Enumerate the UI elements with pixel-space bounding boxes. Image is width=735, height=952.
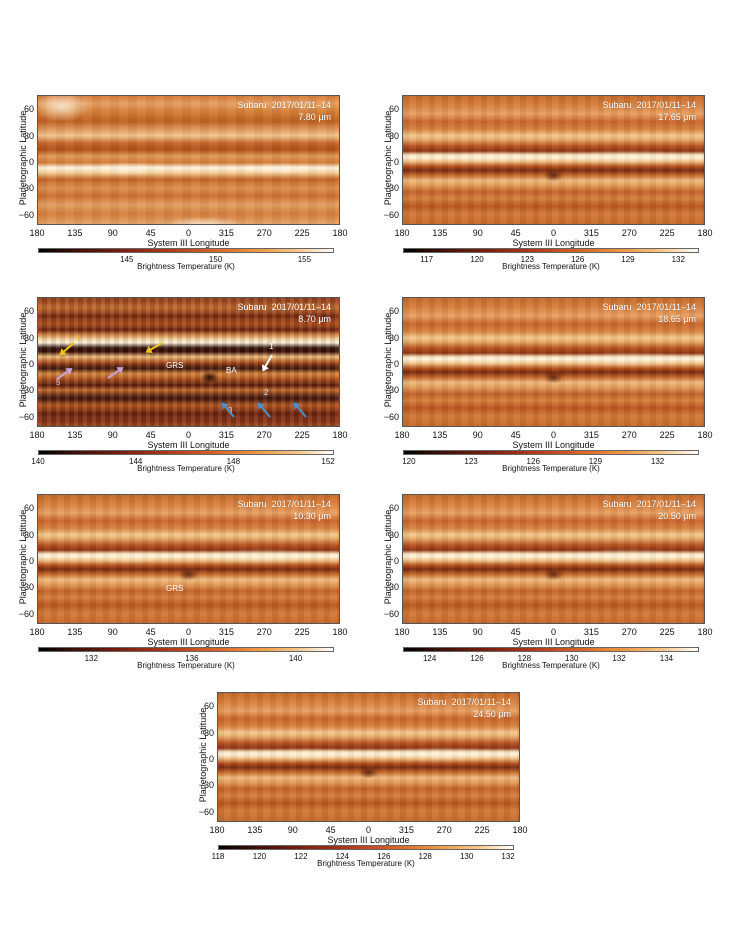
colorbar — [218, 845, 514, 850]
x-ticks: 180 135 90 45 0 315 270 225 180 — [29, 430, 348, 440]
arrow-yellow — [61, 342, 75, 355]
arrow-purple — [107, 368, 122, 379]
temperature-map: Subaru 2017/01/11–14 8.70 μm GRS BA 1 2 … — [37, 297, 340, 427]
x-axis-label: System III Longitude — [327, 835, 410, 845]
x-ticks: 180 135 90 45 0 315 270 225 180 — [394, 228, 713, 238]
colorbar-ticks: 124 126 128 130 132 134 — [422, 654, 674, 663]
arrow-blue — [258, 404, 271, 418]
label-2: 2 — [264, 388, 269, 397]
x-ticks: 180 135 90 45 0 315 270 225 180 — [29, 627, 348, 637]
panel-label: Subaru 2017/01/11–14 18.65 μm — [602, 302, 696, 324]
temperature-map: Subaru 2017/01/11–14 10.30 μm GRS — [37, 494, 340, 624]
colorbar-label: Brightness Temperature (K) — [502, 464, 600, 473]
arrow-white — [263, 354, 273, 370]
figure-panel-24.50um: Subaru 2017/01/11–14 24.50 μm Planetogra… — [180, 692, 528, 872]
colorbar-label: Brightness Temperature (K) — [317, 859, 415, 868]
figure-panel-7.80um: Subaru 2017/01/11–14 7.80 μm Planetograp… — [0, 95, 348, 275]
panel-label: Subaru 2017/01/11–14 8.70 μm — [237, 302, 331, 324]
temperature-map: Subaru 2017/01/11–14 24.50 μm — [217, 692, 520, 822]
colorbar — [38, 248, 334, 253]
colorbar — [403, 450, 699, 455]
x-ticks: 180 135 90 45 0 315 270 225 180 — [209, 825, 528, 835]
colorbar-ticks: 145 150 155 — [120, 255, 312, 264]
x-axis-label: System III Longitude — [147, 238, 230, 248]
arrow-yellow — [147, 342, 163, 352]
label-1: 1 — [269, 342, 274, 351]
panel-label: Subaru 2017/01/11–14 10.30 μm — [237, 499, 331, 521]
x-axis-label: System III Longitude — [512, 238, 595, 248]
panel-label: Subaru 2017/01/11–14 20.50 μm — [602, 499, 696, 521]
colorbar-label: Brightness Temperature (K) — [137, 464, 235, 473]
colorbar-label: Brightness Temperature (K) — [137, 661, 235, 670]
x-axis-label: System III Longitude — [147, 440, 230, 450]
figure-panel-18.65um: Subaru 2017/01/11–14 18.65 μm Planetogra… — [365, 297, 713, 477]
colorbar-label: Brightness Temperature (K) — [137, 262, 235, 271]
colorbar-ticks: 120 123 126 129 132 — [402, 457, 665, 466]
label-grs: GRS — [166, 361, 184, 370]
colorbar-ticks: 132 136 140 — [84, 654, 303, 663]
figure-panel-10.30um: Subaru 2017/01/11–14 10.30 μm GRS Planet… — [0, 494, 348, 674]
panel-label: Subaru 2017/01/11–14 24.50 μm — [417, 697, 511, 719]
label-grs: GRS — [166, 584, 184, 593]
label-5: 5 — [56, 378, 61, 387]
x-ticks: 180 135 90 45 0 315 270 225 180 — [394, 627, 713, 637]
temperature-map: Subaru 2017/01/11–14 17.65 μm — [402, 95, 705, 225]
arrow-purple — [56, 369, 71, 380]
panel-label: Subaru 2017/01/11–14 7.80 μm — [237, 100, 331, 122]
x-axis-label: System III Longitude — [147, 637, 230, 647]
colorbar — [403, 647, 699, 652]
panel-label: Subaru 2017/01/11–14 17.65 μm — [602, 100, 696, 122]
temperature-map: Subaru 2017/01/11–14 20.50 μm — [402, 494, 705, 624]
x-ticks: 180 135 90 45 0 315 270 225 180 — [29, 228, 348, 238]
label-4: 4 — [76, 334, 81, 343]
colorbar-label: Brightness Temperature (K) — [502, 661, 600, 670]
temperature-map: Subaru 2017/01/11–14 18.65 μm — [402, 297, 705, 427]
colorbar-ticks: 117 120 123 126 129 132 — [420, 255, 685, 264]
figure-panel-17.65um: Subaru 2017/01/11–14 17.65 μm Planetogra… — [365, 95, 713, 275]
colorbar — [38, 647, 334, 652]
label-ba: BA — [226, 366, 237, 375]
colorbar — [38, 450, 334, 455]
temperature-map: Subaru 2017/01/11–14 7.80 μm — [37, 95, 340, 225]
x-axis-label: System III Longitude — [512, 637, 595, 647]
figure-panel-8.70um: Subaru 2017/01/11–14 8.70 μm GRS BA 1 2 … — [0, 297, 348, 477]
colorbar-label: Brightness Temperature (K) — [502, 262, 600, 271]
colorbar — [403, 248, 699, 253]
colorbar-ticks: 118 120 122 124 126 128 130 132 — [211, 852, 515, 861]
x-ticks: 180 135 90 45 0 315 270 225 180 — [394, 430, 713, 440]
figure-panel-20.50um: Subaru 2017/01/11–14 20.50 μm Planetogra… — [365, 494, 713, 674]
arrow-blue — [294, 404, 307, 418]
colorbar-ticks: 140 144 148 152 — [31, 457, 335, 466]
x-axis-label: System III Longitude — [512, 440, 595, 450]
